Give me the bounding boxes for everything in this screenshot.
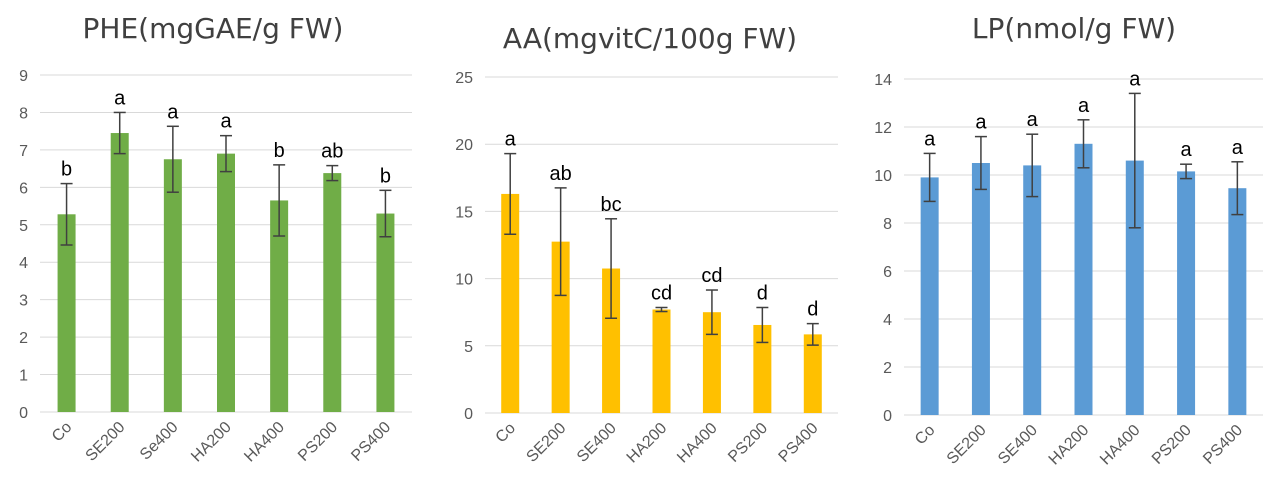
aa-y-tick-label: 10 (455, 272, 473, 289)
aa-significance-label: cd (701, 265, 722, 287)
lp-category-label: HA400 (1097, 422, 1144, 469)
aa-bar-co (501, 193, 520, 413)
aa-y-tick-label: 25 (455, 70, 473, 87)
aa-bar-ha400 (702, 312, 721, 413)
phe-y-tick-label: 6 (19, 180, 28, 197)
phe-significance-label: a (167, 101, 179, 123)
aa-category-label: SE400 (574, 420, 620, 466)
lp-y-tick-label: 6 (883, 264, 892, 281)
lp-significance-label: a (1232, 137, 1244, 159)
phe-y-tick-label: 7 (19, 143, 28, 160)
phe-category-label: PS400 (348, 419, 394, 465)
phe-chart: PHE(mgGAE/g FW) 0 1 2 3 4 5 6 7 8 9 b Co a SE200 a Se400… (19, 12, 412, 466)
lp-y-tick-label: 12 (874, 120, 892, 137)
lp-y-tick-label: 14 (874, 72, 892, 89)
aa-bar-ha200 (652, 309, 671, 413)
phe-bar-ps200 (323, 173, 342, 412)
phe-chart-panel: PHE(mgGAE/g FW) 0 1 2 3 4 5 6 7 8 9 b Co a SE200 a Se400… (0, 0, 425, 481)
lp-significance-label: a (1027, 109, 1039, 131)
aa-significance-label: bc (601, 194, 622, 216)
aa-significance-label: cd (651, 282, 672, 304)
phe-bar-se200 (110, 133, 129, 413)
lp-category-label: SE400 (995, 422, 1041, 468)
lp-category-label: Co (912, 422, 939, 449)
lp-y-tick-label: 10 (874, 168, 892, 185)
phe-bar-se400 (163, 159, 182, 412)
aa-significance-label: d (807, 299, 818, 321)
aa-significance-label: a (505, 129, 517, 151)
phe-significance-label: ab (321, 141, 343, 163)
lp-significance-label: a (1078, 95, 1090, 117)
lp-chart-panel: LP(nmol/g FW) 0 2 4 6 8 10 12 14 a Co a SE200 a SE400 a… (850, 0, 1276, 481)
phe-category-label: HA200 (188, 419, 235, 466)
lp-category-label: SE200 (944, 422, 990, 468)
phe-significance-label: b (274, 140, 285, 162)
phe-y-tick-label: 5 (19, 218, 28, 235)
lp-category-label: PS400 (1200, 422, 1246, 468)
phe-bar-co (57, 214, 76, 412)
aa-y-tick-label: 20 (455, 137, 473, 154)
phe-significance-label: b (380, 165, 391, 187)
aa-chart: AA(mgvitC/100g FW) 0 5 10 15 20 25 a Co ab SE200 bc… (455, 22, 838, 467)
aa-category-label: Co (493, 420, 520, 447)
aa-y-tick-label: 5 (464, 339, 473, 356)
lp-bar-ha400 (1125, 160, 1144, 415)
lp-bar-ps200 (1177, 171, 1196, 415)
lp-bar-se200 (971, 163, 990, 415)
lp-category-label: PS200 (1149, 422, 1195, 468)
aa-y-tick-label: 15 (455, 204, 473, 221)
phe-category-label: PS200 (295, 419, 341, 465)
phe-y-tick-label: 9 (19, 68, 28, 85)
lp-significance-label: a (975, 112, 987, 134)
aa-significance-label: ab (550, 163, 572, 185)
aa-bar-ps400 (803, 334, 822, 413)
aa-category-label: HA400 (674, 420, 721, 467)
aa-bar-se400 (602, 268, 621, 413)
phe-chart-title: PHE(mgGAE/g FW) (83, 12, 344, 45)
lp-bar-ha200 (1074, 143, 1093, 416)
aa-category-label: PS400 (776, 420, 822, 466)
lp-significance-label: a (1129, 68, 1141, 90)
phe-y-tick-label: 0 (19, 405, 28, 422)
aa-bar-se200 (551, 241, 570, 413)
lp-significance-label: a (1181, 139, 1193, 161)
aa-category-label: PS200 (725, 420, 771, 466)
lp-significance-label: a (924, 128, 936, 150)
lp-y-tick-label: 2 (883, 360, 892, 377)
aa-y-tick-label: 0 (464, 406, 473, 423)
lp-y-tick-label: 0 (883, 408, 892, 425)
lp-y-tick-label: 4 (883, 312, 892, 329)
lp-chart: LP(nmol/g FW) 0 2 4 6 8 10 12 14 a Co a SE200 a SE400 a… (874, 12, 1263, 469)
aa-chart-title: AA(mgvitC/100g FW) (503, 22, 797, 55)
aa-chart-panel: AA(mgvitC/100g FW) 0 5 10 15 20 25 a Co ab SE200 bc… (425, 0, 850, 481)
lp-bar-co (920, 177, 939, 415)
phe-category-label: Se400 (137, 419, 182, 464)
phe-bar-ha200 (217, 153, 235, 412)
lp-bar-ps400 (1228, 188, 1247, 415)
aa-significance-label: d (757, 282, 768, 304)
aa-category-label: HA200 (624, 420, 671, 467)
phe-significance-label: a (220, 111, 232, 133)
phe-bar-ps400 (376, 213, 395, 412)
phe-category-label: HA400 (241, 419, 288, 466)
phe-y-tick-label: 8 (19, 105, 28, 122)
aa-bar-ps200 (753, 324, 772, 413)
lp-chart-title: LP(nmol/g FW) (972, 12, 1176, 45)
phe-y-tick-label: 2 (19, 330, 28, 347)
phe-category-label: Co (49, 419, 76, 446)
phe-bar-ha400 (270, 200, 289, 412)
lp-category-label: HA200 (1046, 422, 1093, 469)
phe-y-tick-label: 1 (19, 368, 28, 385)
phe-significance-label: a (114, 87, 126, 109)
lp-y-tick-label: 8 (883, 216, 892, 233)
aa-category-label: SE200 (523, 420, 569, 466)
phe-significance-label: b (61, 159, 72, 181)
phe-category-label: SE200 (83, 419, 129, 465)
phe-y-tick-label: 3 (19, 293, 28, 310)
phe-y-tick-label: 4 (19, 255, 28, 272)
lp-bar-se400 (1023, 165, 1042, 415)
